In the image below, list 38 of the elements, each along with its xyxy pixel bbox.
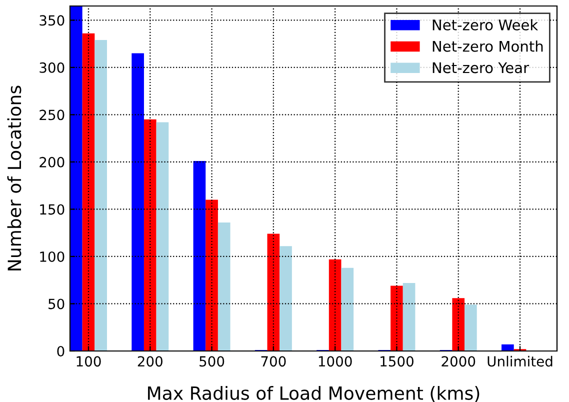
y-tick-label: 350 — [40, 15, 64, 26]
bar — [341, 268, 354, 351]
bar — [132, 53, 144, 351]
bar — [452, 298, 465, 351]
bar — [206, 200, 218, 351]
y-tick-label: 100 — [40, 251, 64, 262]
y-tick-label: 50 — [48, 298, 64, 310]
x-tick-label: 700 — [261, 356, 286, 367]
legend-label: Net-zero Year — [432, 62, 530, 74]
x-axis-title: Max Radius of Load Movement (kms) — [148, 386, 480, 402]
bar — [218, 222, 230, 351]
y-tick-label: 0 — [57, 346, 64, 356]
x-tick-label: 1000 — [318, 356, 352, 367]
bar — [193, 161, 206, 351]
y-tick-label: 250 — [40, 110, 64, 120]
x-tick-label: Unlimited — [488, 356, 552, 367]
bar — [156, 122, 169, 351]
legend-label: Net-zero Week — [432, 19, 538, 30]
x-tick-label: 100 — [76, 356, 101, 367]
x-tick-label: 200 — [138, 356, 162, 367]
x-tick-label: 2000 — [442, 356, 476, 367]
bar — [390, 286, 403, 351]
bar — [144, 119, 156, 351]
y-tick-label: 200 — [40, 156, 64, 168]
y-tick-label: 300 — [40, 62, 64, 73]
bar — [464, 304, 477, 351]
y-tick-label: 150 — [40, 204, 64, 215]
x-tick-label: 500 — [200, 356, 224, 367]
bar — [267, 234, 280, 351]
bar — [280, 246, 292, 351]
x-tick-label: 1500 — [380, 356, 414, 367]
legend-label: Net-zero Month — [432, 40, 543, 52]
bar — [502, 344, 514, 351]
bar — [82, 33, 95, 351]
bar — [402, 282, 416, 351]
bar — [94, 40, 107, 351]
bar — [328, 259, 342, 351]
y-axis-title: Number of Locations — [7, 86, 22, 270]
